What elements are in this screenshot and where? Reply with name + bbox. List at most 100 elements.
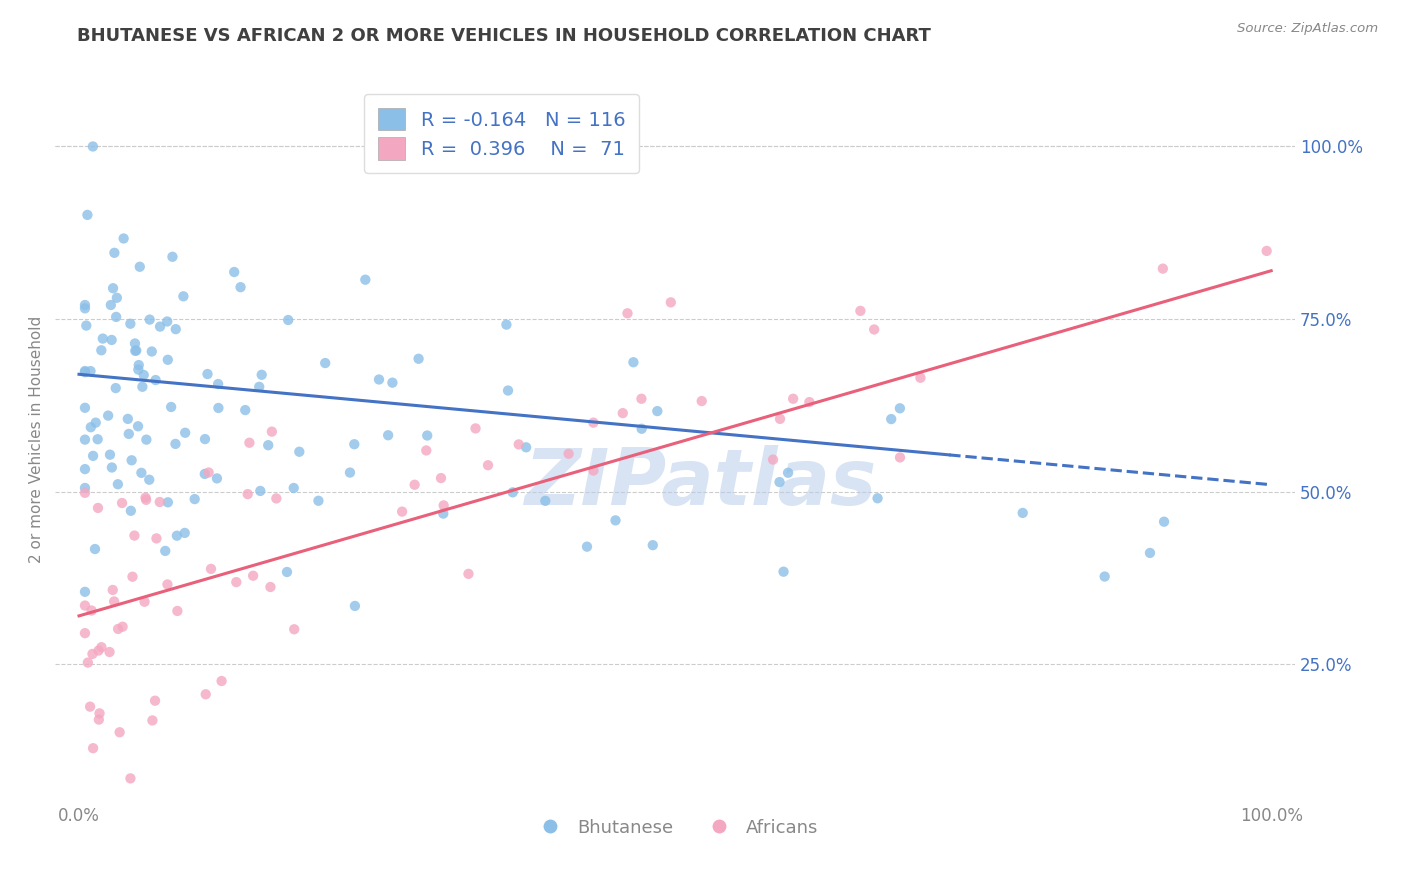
Point: [495, 318, 517, 332]
Point: [73, 401, 96, 415]
Point: [183, 492, 205, 507]
Point: [124, 336, 146, 351]
Point: [84, 541, 107, 556]
Point: [112, 231, 135, 245]
Point: [165, 437, 187, 451]
Point: [1256, 244, 1278, 258]
Point: [118, 426, 141, 441]
Point: [605, 513, 627, 527]
Point: [339, 466, 361, 480]
Point: [768, 475, 790, 489]
Point: [101, 460, 124, 475]
Point: [762, 452, 785, 467]
Point: [557, 447, 579, 461]
Point: [101, 281, 124, 295]
Point: [104, 381, 127, 395]
Point: [149, 495, 172, 509]
Point: [82, 647, 104, 661]
Point: [90, 640, 112, 655]
Point: [117, 412, 139, 426]
Point: [98, 645, 121, 659]
Point: [80, 603, 103, 617]
Point: [515, 440, 537, 454]
Legend: Bhutanese, Africans: Bhutanese, Africans: [524, 812, 825, 844]
Point: [105, 310, 128, 324]
Point: [87, 500, 110, 515]
Point: [97, 409, 120, 423]
Text: BHUTANESE VS AFRICAN 2 OR MORE VEHICLES IN HOUSEHOLD CORRELATION CHART: BHUTANESE VS AFRICAN 2 OR MORE VEHICLES …: [77, 27, 931, 45]
Point: [73, 365, 96, 379]
Point: [464, 421, 486, 435]
Point: [259, 580, 281, 594]
Point: [135, 433, 157, 447]
Point: [415, 443, 437, 458]
Point: [120, 504, 142, 518]
Point: [769, 412, 792, 426]
Point: [90, 343, 112, 358]
Point: [288, 444, 311, 458]
Point: [457, 566, 479, 581]
Point: [433, 499, 456, 513]
Point: [880, 412, 903, 426]
Point: [135, 492, 157, 507]
Point: [156, 495, 179, 509]
Point: [416, 428, 439, 442]
Point: [534, 494, 557, 508]
Text: ZIPatlas: ZIPatlas: [524, 445, 876, 521]
Point: [207, 377, 229, 392]
Point: [582, 464, 605, 478]
Point: [799, 395, 821, 409]
Point: [73, 626, 96, 640]
Point: [111, 620, 134, 634]
Point: [89, 706, 111, 721]
Point: [166, 604, 188, 618]
Point: [120, 772, 142, 786]
Point: [496, 384, 519, 398]
Point: [73, 481, 96, 495]
Point: [138, 312, 160, 326]
Point: [236, 487, 259, 501]
Point: [120, 317, 142, 331]
Point: [659, 295, 682, 310]
Point: [100, 298, 122, 312]
Point: [141, 714, 163, 728]
Point: [98, 448, 121, 462]
Point: [224, 265, 246, 279]
Point: [863, 322, 886, 336]
Point: [87, 713, 110, 727]
Point: [145, 373, 167, 387]
Point: [111, 496, 134, 510]
Point: [647, 404, 669, 418]
Point: [156, 577, 179, 591]
Point: [233, 403, 256, 417]
Point: [260, 425, 283, 439]
Point: [630, 422, 652, 436]
Point: [314, 356, 336, 370]
Point: [143, 694, 166, 708]
Point: [156, 352, 179, 367]
Point: [127, 419, 149, 434]
Point: [103, 594, 125, 608]
Point: [101, 582, 124, 597]
Point: [575, 540, 598, 554]
Point: [124, 528, 146, 542]
Point: [73, 462, 96, 476]
Point: [197, 466, 219, 480]
Point: [149, 319, 172, 334]
Point: [849, 303, 872, 318]
Point: [211, 673, 233, 688]
Point: [630, 392, 652, 406]
Point: [125, 343, 148, 358]
Point: [1094, 569, 1116, 583]
Point: [477, 458, 499, 473]
Point: [194, 432, 217, 446]
Point: [82, 741, 104, 756]
Point: [73, 298, 96, 312]
Point: [772, 565, 794, 579]
Point: [107, 622, 129, 636]
Point: [391, 505, 413, 519]
Point: [205, 471, 228, 485]
Point: [283, 622, 305, 636]
Point: [75, 318, 97, 333]
Point: [247, 380, 270, 394]
